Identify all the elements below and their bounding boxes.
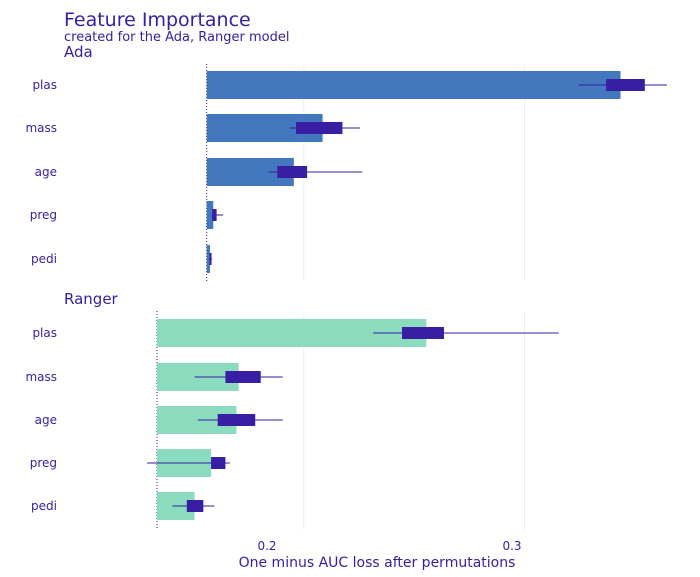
- y-tick-label-mass: mass: [25, 370, 57, 384]
- y-tick-label-preg: preg: [30, 456, 57, 470]
- panel-title-ranger: Ranger: [64, 290, 119, 308]
- box-mass: [225, 371, 261, 383]
- panel-title-ada: Ada: [64, 43, 93, 61]
- bar-preg: [206, 201, 214, 229]
- y-tick-label-mass: mass: [25, 121, 57, 135]
- chart-panels: plas mass age preg pedi plas mass age preg pedi: [25, 64, 667, 530]
- y-tick-label-preg: preg: [30, 208, 57, 222]
- y-tick-label-age: age: [35, 413, 57, 427]
- box-preg: [211, 457, 226, 469]
- chart-title: Feature Importance: [64, 9, 251, 31]
- x-tick-label: 0.3: [502, 539, 521, 553]
- box-preg: [212, 209, 217, 221]
- box-age: [217, 414, 256, 426]
- x-tick-label: 0.2: [257, 539, 276, 553]
- x-axis-label: One minus AUC loss after permutations: [239, 555, 516, 571]
- box-plas: [402, 327, 444, 339]
- y-tick-label-plas: plas: [32, 78, 57, 92]
- box-mass: [296, 122, 343, 134]
- bar-pedi: [206, 245, 210, 273]
- y-tick-label-pedi: pedi: [31, 252, 57, 266]
- y-tick-label-pedi: pedi: [31, 499, 57, 513]
- y-tick-label-plas: plas: [32, 326, 57, 340]
- chart-subtitle: created for the Ada, Ranger model: [64, 30, 289, 45]
- box-plas: [606, 79, 645, 91]
- box-pedi: [186, 500, 204, 512]
- box-age: [277, 166, 308, 178]
- box-pedi: [209, 253, 212, 265]
- y-tick-label-age: age: [35, 165, 57, 179]
- bar-plas: [206, 71, 621, 99]
